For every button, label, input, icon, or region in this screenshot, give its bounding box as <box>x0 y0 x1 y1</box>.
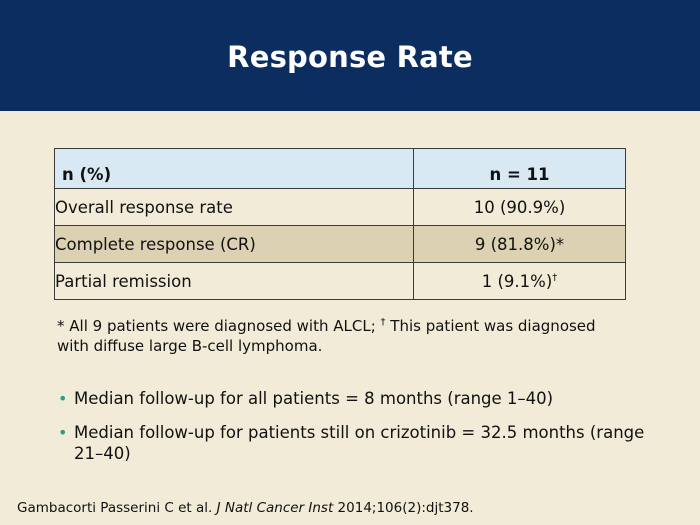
table-row: Partial remission 1 (9.1%)† <box>54 262 626 300</box>
response-table: n (%) n = 11 Overall response rate 10 (9… <box>54 148 626 300</box>
row-label-partial: Partial remission <box>54 262 414 300</box>
row-value-overall: 10 (90.9%) <box>413 188 626 226</box>
footnote-part1: * All 9 patients were diagnosed with ALC… <box>57 317 381 335</box>
title-bar: Response Rate <box>0 0 700 111</box>
table-header-n-total: n = 11 <box>413 148 626 189</box>
table-header-n-percent: n (%) <box>54 148 414 189</box>
row-value-complete: 9 (81.8%)* <box>413 225 626 263</box>
bullet-text: Median follow-up for all patients = 8 mo… <box>74 389 554 408</box>
bullet-text: Median follow-up for patients still on c… <box>74 423 645 463</box>
table-row: Complete response (CR) 9 (81.8%)* <box>54 225 626 263</box>
citation: Gambacorti Passerini C et al. J Natl Can… <box>17 500 474 516</box>
dagger-mark: † <box>552 272 558 283</box>
citation-journal: J Natl Cancer Inst <box>216 500 334 516</box>
list-item: • Median follow-up for patients still on… <box>57 422 657 464</box>
list-item: • Median follow-up for all patients = 8 … <box>57 388 657 409</box>
bullet-dot-icon: • <box>58 423 68 442</box>
footnote-dagger: † <box>380 317 386 328</box>
table-row: Overall response rate 10 (90.9%) <box>54 188 626 226</box>
row-label-overall: Overall response rate <box>54 188 414 226</box>
footnote-part2: This patient was diagnosed with diffuse … <box>57 317 596 355</box>
row-value-partial-text: 1 (9.1%) <box>481 271 553 291</box>
table-footnote: * All 9 patients were diagnosed with ALC… <box>57 316 617 356</box>
slide-title: Response Rate <box>227 39 473 74</box>
bullet-dot-icon: • <box>58 389 68 408</box>
citation-authors: Gambacorti Passerini C et al. <box>17 500 217 516</box>
row-label-complete: Complete response (CR) <box>54 225 414 263</box>
bullet-list: • Median follow-up for all patients = 8 … <box>57 388 657 477</box>
citation-details: 2014;106(2):djt378. <box>333 500 474 516</box>
row-value-partial: 1 (9.1%)† <box>413 262 626 300</box>
table-header-row: n (%) n = 11 <box>54 148 626 189</box>
